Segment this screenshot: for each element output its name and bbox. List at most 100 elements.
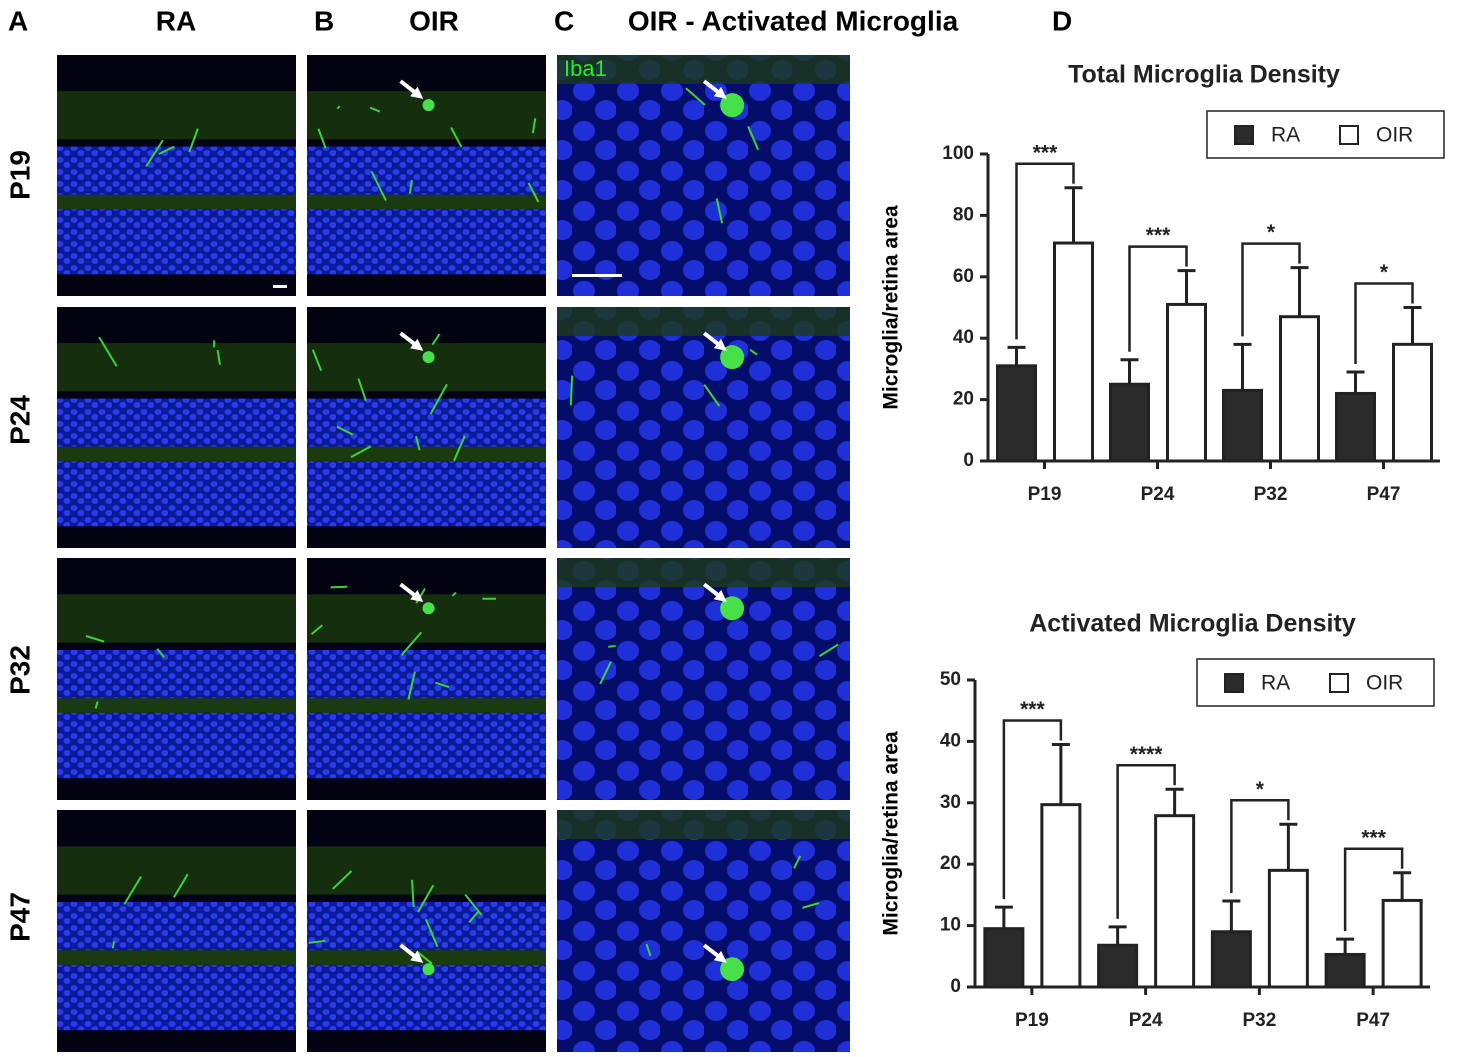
micrograph: Iba1 (557, 55, 850, 296)
y-tick-label: 0 (950, 976, 961, 997)
layer-inner (57, 901, 296, 951)
micrograph (307, 810, 546, 1052)
microglia-process (425, 918, 439, 948)
layer-outer (307, 461, 546, 527)
significance-label: *** (1146, 224, 1171, 247)
legend-label: OIR (1366, 672, 1403, 695)
y-tick-label: 30 (940, 792, 961, 813)
error-bar (1290, 266, 1309, 317)
nuclei (557, 810, 850, 1052)
y-tick-label: 40 (953, 327, 974, 348)
microglia-process (311, 349, 323, 372)
microglia-process (332, 870, 353, 890)
y-tick-label: 60 (953, 266, 974, 287)
nuclei (557, 55, 850, 296)
microglia-process (370, 171, 387, 201)
bar (983, 927, 1025, 989)
row-label: P47 (4, 892, 35, 942)
arrow (399, 79, 424, 99)
microglia-process (123, 876, 142, 905)
activated-cell (720, 957, 745, 982)
microglia-process (411, 879, 415, 908)
significance-bracket (1128, 245, 1188, 352)
activated-cell (720, 596, 745, 621)
error-bar (1393, 871, 1412, 901)
significance-label: **** (1130, 743, 1164, 766)
row-label: P24 (4, 395, 35, 445)
microglia-process (188, 128, 199, 153)
microglia-process (749, 348, 758, 356)
micrograph (557, 810, 850, 1052)
bar (1324, 952, 1366, 989)
microglia-process (369, 106, 381, 113)
micrograph (557, 558, 850, 800)
legend-swatch (1339, 125, 1359, 145)
row-label: P19 (4, 150, 35, 200)
x-tick-label: P24 (1141, 484, 1175, 505)
layer-outer (57, 209, 296, 275)
layer-green (307, 446, 546, 462)
layer-green (57, 91, 296, 140)
significance-bracket (1354, 282, 1414, 364)
panel-labels: A B C D RA OIR OIR - Activated Microglia (8, 5, 1072, 36)
microglia-process (111, 941, 116, 949)
haze (557, 810, 850, 840)
x-tick-label: P32 (1254, 484, 1288, 505)
arrow (702, 79, 727, 99)
microglia-process (308, 939, 326, 944)
stain-label: Iba1 (564, 56, 607, 81)
microglia-process (408, 179, 413, 194)
microglia-process (819, 643, 839, 657)
microglia-process (431, 333, 441, 346)
error-bar (994, 905, 1013, 929)
x-tick-label: P47 (1367, 484, 1401, 505)
y-tick-label: 20 (940, 853, 961, 874)
significance-label: *** (1020, 698, 1045, 721)
bar (1210, 930, 1252, 989)
layer-green (307, 594, 546, 643)
microglia-process (793, 855, 802, 869)
microglia-process (802, 902, 820, 909)
panel-label: D (1052, 5, 1072, 36)
significance-label: * (1380, 261, 1389, 284)
error-bar (1403, 306, 1422, 345)
legend-label: RA (1261, 672, 1290, 695)
microglia-process (94, 701, 99, 709)
microglia-process (98, 336, 118, 367)
layer-green (57, 343, 296, 392)
nuclei (557, 307, 850, 548)
error-bar (1064, 186, 1083, 244)
micrograph (57, 558, 296, 800)
legend-label: RA (1271, 124, 1300, 147)
activated-cell (720, 345, 745, 370)
bar (1040, 803, 1082, 989)
x-tick-label: P19 (1015, 1010, 1049, 1031)
significance-bracket (1230, 799, 1290, 894)
bar (1279, 315, 1320, 463)
row-label: P32 (4, 645, 35, 695)
arrow (702, 943, 727, 963)
arrow (399, 582, 424, 602)
layer-green (307, 950, 546, 965)
arrow (399, 943, 424, 963)
activated-cell (720, 93, 745, 118)
layer-green (307, 846, 546, 895)
micrograph (57, 55, 296, 296)
x-tick-label: P47 (1356, 1010, 1390, 1031)
microglia-process (317, 128, 327, 149)
microglia-process (569, 375, 574, 406)
microglia-process (85, 634, 105, 643)
micrograph (57, 307, 296, 548)
x-tick-label: P19 (1028, 484, 1062, 505)
microglia-process (608, 645, 616, 648)
y-tick-label: 0 (963, 450, 974, 471)
microglia-process (685, 87, 706, 106)
legend-swatch (1224, 673, 1244, 693)
microglia-process (158, 145, 175, 155)
layer-green (57, 950, 296, 965)
microglia-process (451, 591, 457, 597)
significance-bracket (1343, 847, 1404, 932)
bar (996, 364, 1037, 463)
micrograph (307, 558, 546, 800)
